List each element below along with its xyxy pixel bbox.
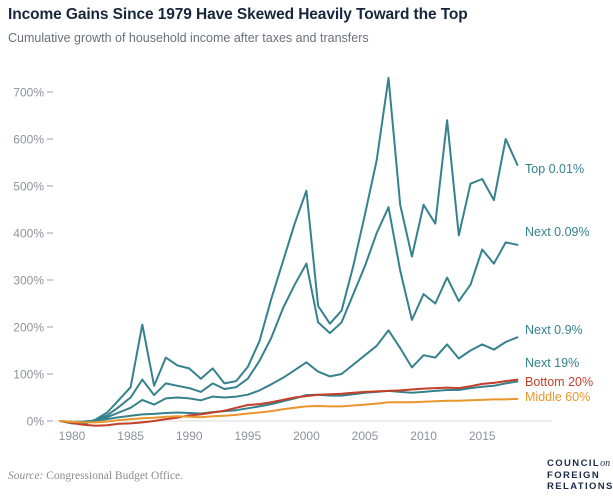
x-tick-label: 2010: [410, 429, 437, 443]
source-text: Congressional Budget Office.: [43, 470, 184, 482]
y-tick-label: 600%: [13, 133, 44, 147]
x-tick-label: 2005: [352, 429, 379, 443]
legend-label-next-0-9-: Next 0.9%: [525, 323, 583, 337]
series-line-bottom-20-: [59, 378, 519, 427]
y-tick-label: 0%: [27, 415, 45, 429]
y-tick-label: 100%: [13, 368, 44, 382]
logo-line-2: Foreign: [547, 469, 601, 481]
x-tick-label: 1990: [176, 429, 203, 443]
series-line-next-19-: [59, 380, 519, 423]
legend-label-next-0-09-: Next 0.09%: [525, 225, 590, 239]
legend-label-next-19-: Next 19%: [525, 356, 579, 370]
x-tick-label: 1985: [117, 429, 144, 443]
logo-line-3: Relations: [547, 481, 613, 492]
legend-label-top-0-01-: Top 0.01%: [525, 162, 584, 176]
page-subtitle: Cumulative growth of household income af…: [8, 31, 369, 45]
series-line-top-0-01-: [59, 76, 519, 426]
x-tick-label: 1995: [234, 429, 261, 443]
x-tick-label: 2015: [469, 429, 496, 443]
logo-word-council: Council: [547, 458, 601, 469]
legend-label-bottom-20-: Bottom 20%: [525, 375, 593, 389]
cfr-logo: Councilon Foreign Relations: [547, 458, 613, 493]
y-tick-label: 400%: [13, 227, 44, 241]
logo-word-on: on: [600, 458, 611, 469]
x-tick-label: 2000: [293, 429, 320, 443]
y-tick-label: 700%: [13, 86, 44, 100]
source-note: Source: Congressional Budget Office.: [8, 470, 183, 482]
y-tick-label: 500%: [13, 180, 44, 194]
page-title: Income Gains Since 1979 Have Skewed Heav…: [8, 6, 468, 23]
series-line-next-0-09-: [59, 206, 519, 425]
source-label: Source:: [8, 470, 44, 482]
y-tick-label: 300%: [13, 274, 44, 288]
x-tick-label: 1980: [59, 429, 86, 443]
logo-line-1: Councilon: [547, 458, 613, 470]
series-line-next-0-9-: [59, 329, 519, 424]
y-tick-label: 200%: [13, 321, 44, 335]
series-line-middle-60-: [59, 397, 519, 424]
legend-label-middle-60-: Middle 60%: [525, 390, 590, 404]
